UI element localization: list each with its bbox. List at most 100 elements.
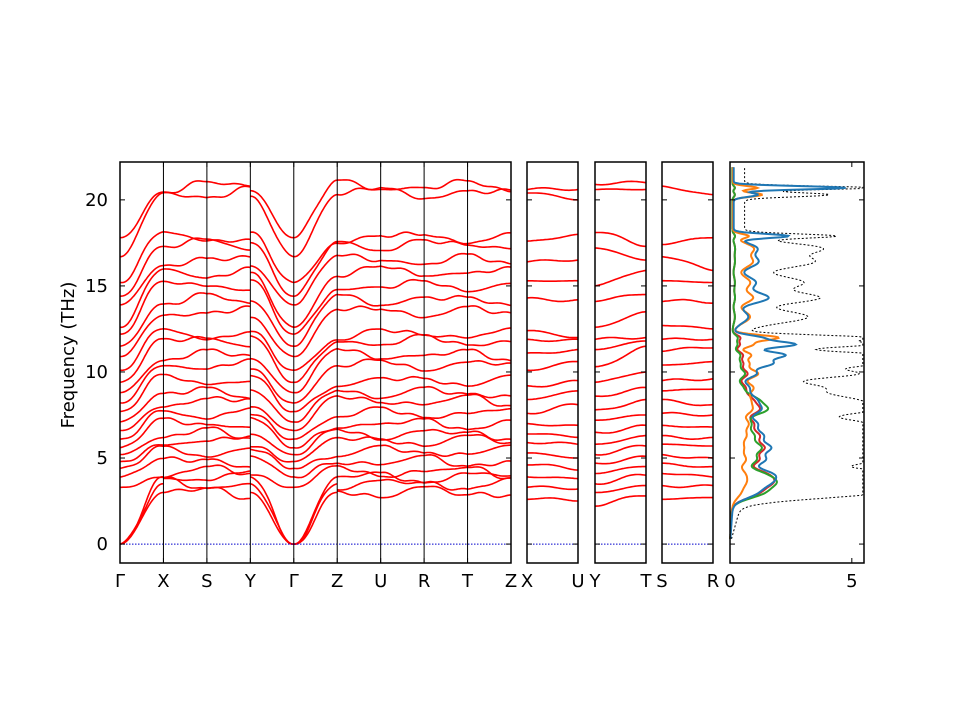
band-line: [467, 419, 512, 431]
band-line: [337, 347, 381, 360]
band-line: [163, 465, 207, 479]
band-line: [424, 412, 468, 419]
band-line: [380, 333, 425, 346]
band-line: [380, 406, 425, 419]
band-line: [337, 479, 381, 491]
band-line: [250, 433, 294, 456]
band-line: [467, 466, 512, 480]
x-tick-label: T: [461, 571, 474, 592]
band-line: [206, 266, 251, 279]
band-line: [467, 430, 512, 442]
band-line: [526, 348, 579, 354]
band-line: [119, 359, 164, 394]
band-line: [424, 252, 468, 266]
y-tick-label: 20: [85, 190, 108, 211]
band-line: [337, 406, 381, 418]
panel-frame: [594, 161, 647, 564]
x-tick-label: X: [157, 571, 169, 592]
band-line: [594, 495, 646, 507]
band-line: [206, 458, 251, 468]
band-line: [206, 337, 251, 348]
y-axis-label: Frequency (THz): [58, 282, 79, 429]
y-tick-label: 10: [85, 362, 108, 383]
y-tick-label: 15: [85, 276, 108, 297]
band-line: [293, 465, 338, 489]
band-line: [424, 485, 468, 496]
band-line: [206, 292, 251, 305]
total-dos-line: [731, 167, 864, 540]
band-line: [467, 374, 511, 387]
band-line: [661, 346, 714, 353]
band-line: [423, 451, 468, 457]
band-line: [337, 465, 381, 478]
band-line: [423, 348, 468, 357]
band-line: [119, 417, 164, 449]
band-line: [337, 240, 381, 252]
band-line: [424, 428, 468, 435]
panel-frame: [729, 161, 865, 564]
band-line: [250, 316, 294, 358]
band-line: [661, 360, 714, 366]
band-line: [293, 455, 338, 470]
band-line: [293, 385, 338, 413]
band-line: [380, 438, 425, 448]
band-line: [526, 329, 579, 339]
band-line: [120, 280, 164, 335]
band-line: [250, 357, 294, 394]
band-line: [423, 417, 468, 431]
band-line: [380, 231, 425, 238]
band-line: [526, 422, 579, 427]
band-line: [293, 427, 338, 449]
band-line: [250, 368, 294, 404]
band-line: [119, 264, 164, 306]
band-line: [380, 429, 425, 441]
band-line: [594, 310, 647, 328]
band-line: [119, 457, 164, 478]
band-line: [424, 294, 468, 301]
band-line: [380, 308, 425, 319]
band-line: [526, 379, 579, 388]
band-line: [206, 464, 251, 476]
band-line: [293, 483, 338, 546]
band-line: [163, 440, 207, 446]
band-line: [424, 305, 468, 319]
band-line: [423, 385, 468, 395]
band-line: [661, 453, 714, 459]
band-line: [163, 237, 207, 249]
y-tick-label: 5: [97, 448, 108, 469]
band-line: [380, 386, 425, 400]
band-line: [467, 327, 511, 339]
band-line: [250, 300, 294, 347]
band-line: [293, 308, 338, 358]
band-line: [337, 253, 381, 263]
band-line: [293, 462, 338, 479]
band-line: [337, 234, 381, 245]
band-line: [424, 453, 468, 467]
band-line: [424, 394, 468, 406]
band-line: [293, 193, 338, 258]
band-line: [337, 490, 381, 499]
band-line: [594, 444, 647, 456]
band-line: [250, 330, 294, 371]
band-line: [250, 265, 294, 306]
band-line: [661, 255, 714, 272]
band-line: [337, 186, 381, 196]
band-line: [337, 358, 381, 368]
band-line: [163, 386, 208, 395]
band-line: [250, 474, 294, 489]
band-line: [163, 445, 207, 458]
band-line: [119, 475, 164, 545]
band-line: [467, 282, 511, 293]
band-line: [380, 454, 425, 466]
panel-frame: [661, 161, 714, 564]
band-line: [206, 331, 251, 341]
band-line: [163, 487, 207, 494]
band-line: [206, 348, 251, 357]
band-line: [595, 340, 646, 351]
band-line: [293, 491, 338, 545]
band-line: [467, 477, 512, 490]
band-line: [119, 337, 164, 384]
band-line: [380, 186, 425, 200]
band-line: [594, 180, 647, 186]
